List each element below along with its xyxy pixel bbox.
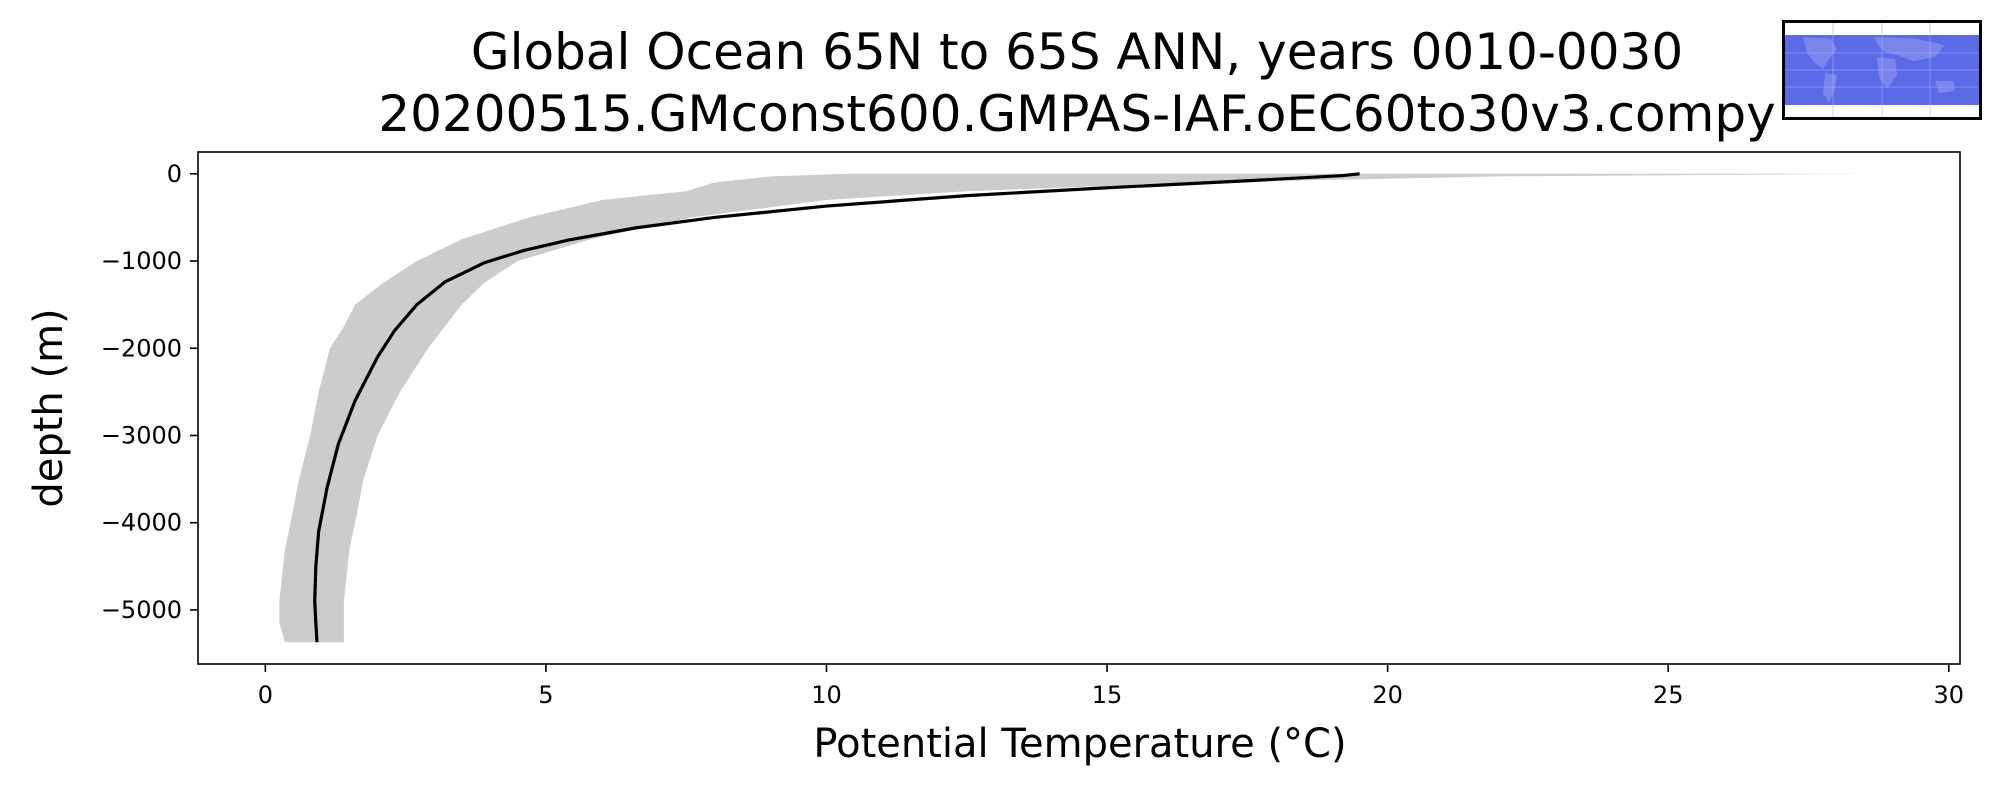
world-map-icon <box>1785 23 1979 117</box>
x-tick-label: 30 <box>1934 681 1965 709</box>
x-tick-label: 15 <box>1092 681 1123 709</box>
y-tick-label: −3000 <box>101 421 182 449</box>
mean-profile-layer <box>313 172 1360 643</box>
y-tick-label: −5000 <box>101 596 182 624</box>
y-axis-ticks: 0 −1000 −2000 −3000 −4000 −5000 <box>101 160 198 624</box>
spread-band <box>279 173 1871 643</box>
y-tick-label: −4000 <box>101 509 182 537</box>
region-inset-map <box>1782 20 1982 120</box>
x-axis-label: Potential Temperature (°C) <box>813 721 1346 767</box>
x-axis-ticks: 0 5 10 15 20 25 30 <box>258 664 1964 709</box>
y-tick-label: −1000 <box>101 247 182 275</box>
chart-title-line-1: Global Ocean 65N to 65S ANN, years 0010-… <box>470 23 1684 81</box>
y-tick-label: −2000 <box>101 334 182 362</box>
spread-band-layer <box>279 173 1871 643</box>
x-tick-label: 5 <box>538 681 553 709</box>
x-tick-label: 10 <box>811 681 842 709</box>
x-tick-label: 20 <box>1372 681 1403 709</box>
x-tick-label: 0 <box>258 681 273 709</box>
y-tick-label: 0 <box>167 160 182 188</box>
chart-title-line-2: 20200515.GMconst600.GMPAS-IAF.oEC60to30v… <box>378 85 1776 143</box>
axes-frame <box>197 151 1961 665</box>
mean-temperature-profile-line <box>313 172 1360 643</box>
y-axis-label: depth (m) <box>26 308 72 507</box>
x-tick-label: 25 <box>1653 681 1684 709</box>
